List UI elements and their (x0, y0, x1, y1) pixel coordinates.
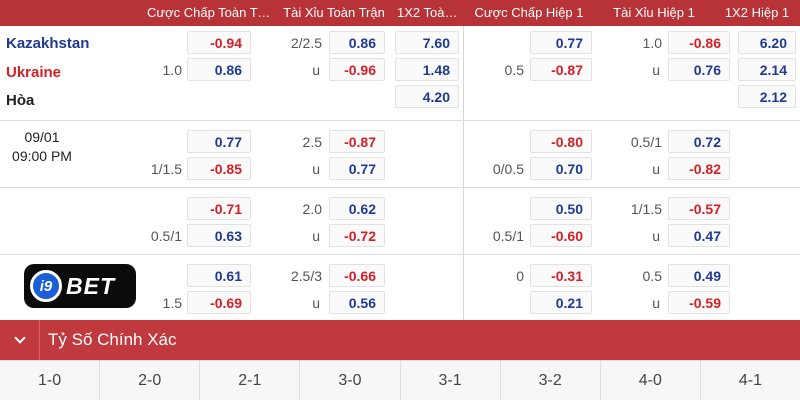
h1-handicap-line: 0 (516, 268, 524, 284)
i9bet-logo: i9 BET (24, 264, 136, 308)
ft-under-odds[interactable]: 0.56 (329, 291, 385, 314)
h1-under-label: u (652, 295, 660, 311)
h1-handicap-home-odds[interactable]: 0.77 (530, 31, 592, 54)
h1-handicap-home-odds[interactable]: -0.80 (530, 130, 592, 153)
ft-under-odds[interactable]: -0.96 (329, 58, 385, 81)
ft-under-label: u (312, 228, 320, 244)
header-h1-over-under: Tài Xỉu Hiệp 1 (613, 5, 695, 20)
h1-handicap-away-odds[interactable]: -0.60 (530, 224, 592, 247)
h1-handicap-home-odds[interactable]: -0.31 (530, 264, 592, 287)
section-title: Tỷ Số Chính Xác (48, 330, 177, 349)
h1-under-label: u (652, 228, 660, 244)
ft-handicap-line: 1/1.5 (150, 161, 182, 177)
score-option[interactable]: 3-2 (501, 361, 601, 400)
h1-under-odds[interactable]: -0.59 (668, 291, 730, 314)
ft-over-odds[interactable]: -0.66 (329, 264, 385, 287)
market-header: Cược Chấp Toàn Trận Tài Xỉu Toàn Trận 1X… (0, 0, 800, 26)
score-option[interactable]: 1-0 (0, 361, 101, 400)
score-option[interactable]: 4-0 (601, 361, 701, 400)
score-option[interactable]: 3-1 (401, 361, 501, 400)
h1-over-odds[interactable]: -0.57 (668, 197, 730, 220)
ft-handicap-away-odds[interactable]: 0.63 (187, 224, 251, 247)
ft-handicap-line: 1.5 (162, 295, 182, 311)
header-ft-over-under: Tài Xỉu Toàn Trận (283, 5, 385, 20)
logo-brand-text: BET (66, 272, 115, 299)
h1-under-label: u (652, 161, 660, 177)
ft-under-label: u (312, 161, 320, 177)
h1-over-under-line: 1.0 (642, 35, 662, 51)
ft-under-label: u (312, 295, 320, 311)
h1-1x2-away-odds[interactable]: 2.14 (738, 58, 796, 81)
h1-under-odds[interactable]: -0.82 (668, 157, 730, 180)
draw-label: Hòa (6, 92, 35, 109)
h1-handicap-away-odds[interactable]: -0.87 (530, 58, 592, 81)
header-h1-handicap: Cược Chấp Hiệp 1 (474, 5, 584, 20)
home-team-name: Kazakhstan (6, 35, 90, 52)
h1-under-odds[interactable]: 0.47 (668, 224, 730, 247)
ft-handicap-home-odds[interactable]: 0.77 (187, 130, 251, 153)
h1-handicap-line: 0.5 (504, 62, 524, 78)
h1-1x2-draw-odds[interactable]: 2.12 (738, 85, 796, 108)
h1-over-under-line: 1/1.5 (630, 201, 662, 217)
h1-under-label: u (652, 62, 660, 78)
ft-under-label: u (312, 62, 320, 78)
away-team-name: Ukraine (6, 64, 62, 81)
header-ft-handicap: Cược Chấp Toàn Trận (147, 5, 274, 20)
ft-under-odds[interactable]: -0.72 (329, 224, 385, 247)
h1-over-odds[interactable]: 0.49 (668, 264, 730, 287)
score-option[interactable]: 2-0 (100, 361, 201, 400)
ft-1x2-away-odds[interactable]: 1.48 (395, 58, 459, 81)
correct-score-section-bar[interactable]: Tỷ Số Chính Xác (0, 320, 800, 360)
ft-handicap-home-odds[interactable]: -0.94 (187, 31, 251, 54)
score-options: 1-0 2-0 2-1 3-0 3-1 3-2 4-0 4-1 (0, 360, 800, 400)
chevron-down-icon[interactable] (0, 320, 40, 360)
ft-over-under-line: 2.5 (302, 134, 322, 150)
h1-handicap-home-odds[interactable]: 0.50 (530, 197, 592, 220)
ft-over-odds[interactable]: 0.86 (329, 31, 385, 54)
h1-handicap-away-odds[interactable]: 0.21 (530, 291, 592, 314)
row-divider (0, 187, 800, 188)
logo-ring-icon: i9 (30, 270, 62, 302)
ft-handicap-away-odds[interactable]: 0.86 (187, 58, 251, 81)
h1-handicap-line: 0.5/1 (492, 228, 524, 244)
h1-handicap-line: 0/0.5 (492, 161, 524, 177)
ft-over-under-line: 2.0 (302, 201, 322, 217)
match-date: 09/01 (24, 129, 60, 145)
ft-handicap-home-odds[interactable]: 0.61 (187, 264, 251, 287)
header-h1-1x2: 1X2 Hiệp 1 (724, 5, 790, 20)
score-option[interactable]: 4-1 (738, 372, 762, 389)
h1-over-odds[interactable]: 0.72 (668, 130, 730, 153)
ft-under-odds[interactable]: 0.77 (329, 157, 385, 180)
h1-over-under-line: 0.5/1 (630, 134, 662, 150)
column-divider (463, 26, 464, 320)
h1-over-under-line: 0.5 (642, 268, 662, 284)
row-divider (0, 120, 800, 121)
ft-handicap-line: 0.5/1 (150, 228, 182, 244)
ft-over-under-line: 2.5/3 (290, 268, 322, 284)
ft-over-odds[interactable]: 0.62 (329, 197, 385, 220)
score-option[interactable]: 2-1 (200, 361, 301, 400)
ft-handicap-home-odds[interactable]: -0.71 (187, 197, 251, 220)
header-ft-1x2: 1X2 Toàn Trận (397, 5, 464, 20)
row-divider (0, 254, 800, 255)
h1-handicap-away-odds[interactable]: 0.70 (530, 157, 592, 180)
ft-1x2-draw-odds[interactable]: 4.20 (395, 85, 459, 108)
ft-over-under-line: 2/2.5 (290, 35, 322, 51)
ft-1x2-home-odds[interactable]: 7.60 (395, 31, 459, 54)
h1-under-odds[interactable]: 0.76 (668, 58, 730, 81)
ft-over-odds[interactable]: -0.87 (329, 130, 385, 153)
match-time: 09:00 PM (12, 148, 72, 164)
ft-handicap-line: 1.0 (162, 62, 182, 78)
score-option[interactable]: 3-0 (300, 361, 401, 400)
ft-handicap-away-odds[interactable]: -0.85 (187, 157, 251, 180)
h1-over-odds[interactable]: -0.86 (668, 31, 730, 54)
ft-handicap-away-odds[interactable]: -0.69 (187, 291, 251, 314)
h1-1x2-home-odds[interactable]: 6.20 (738, 31, 796, 54)
